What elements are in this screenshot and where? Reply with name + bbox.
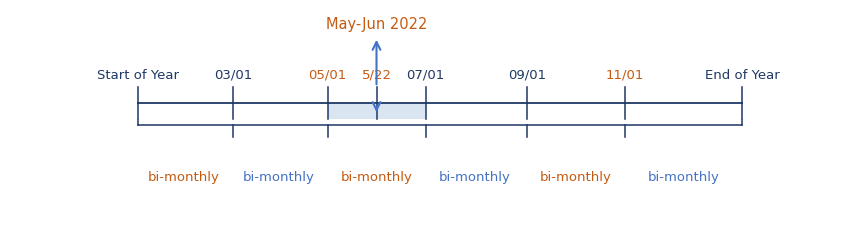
Bar <box>328 103 426 120</box>
Text: End of Year: End of Year <box>705 69 780 82</box>
Text: 5/22: 5/22 <box>362 69 391 82</box>
Text: bi-monthly: bi-monthly <box>438 171 511 184</box>
Text: 11/01: 11/01 <box>605 69 644 82</box>
Text: 07/01: 07/01 <box>406 69 444 82</box>
Text: bi-monthly: bi-monthly <box>243 171 314 184</box>
Text: bi-monthly: bi-monthly <box>647 171 720 184</box>
Text: May-Jun 2022: May-Jun 2022 <box>325 17 427 32</box>
Text: bi-monthly: bi-monthly <box>341 171 412 184</box>
Text: bi-monthly: bi-monthly <box>540 171 612 184</box>
Text: bi-monthly: bi-monthly <box>148 171 220 184</box>
Text: Start of Year: Start of Year <box>97 69 179 82</box>
Text: 05/01: 05/01 <box>309 69 346 82</box>
Text: 03/01: 03/01 <box>213 69 252 82</box>
Text: 09/01: 09/01 <box>507 69 545 82</box>
